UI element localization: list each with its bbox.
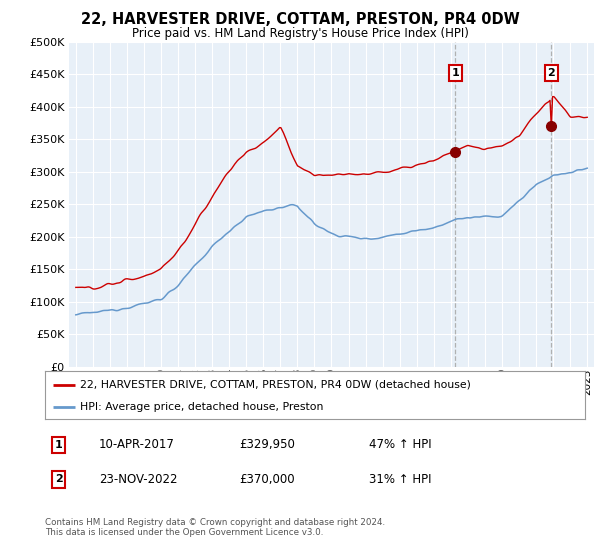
Text: Contains HM Land Registry data © Crown copyright and database right 2024.
This d: Contains HM Land Registry data © Crown c… — [45, 518, 385, 538]
Text: HPI: Average price, detached house, Preston: HPI: Average price, detached house, Pres… — [80, 402, 323, 412]
Text: £329,950: £329,950 — [239, 438, 295, 451]
Text: 31% ↑ HPI: 31% ↑ HPI — [369, 473, 431, 486]
Text: 2: 2 — [548, 68, 555, 78]
Text: 10-APR-2017: 10-APR-2017 — [99, 438, 175, 451]
Text: 1: 1 — [452, 68, 459, 78]
Text: 23-NOV-2022: 23-NOV-2022 — [99, 473, 178, 486]
Text: Price paid vs. HM Land Registry's House Price Index (HPI): Price paid vs. HM Land Registry's House … — [131, 27, 469, 40]
Text: 22, HARVESTER DRIVE, COTTAM, PRESTON, PR4 0DW (detached house): 22, HARVESTER DRIVE, COTTAM, PRESTON, PR… — [80, 380, 471, 390]
Text: 2: 2 — [55, 474, 62, 484]
Text: £370,000: £370,000 — [239, 473, 295, 486]
Text: 47% ↑ HPI: 47% ↑ HPI — [369, 438, 431, 451]
Text: 22, HARVESTER DRIVE, COTTAM, PRESTON, PR4 0DW: 22, HARVESTER DRIVE, COTTAM, PRESTON, PR… — [80, 12, 520, 27]
Text: 1: 1 — [55, 440, 62, 450]
